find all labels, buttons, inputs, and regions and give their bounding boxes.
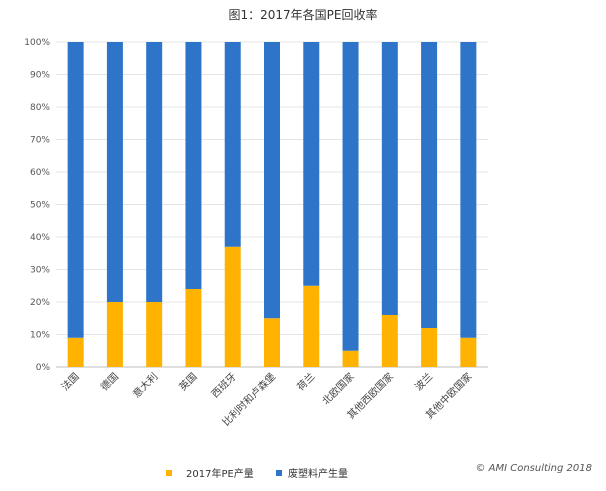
bar-segment-waste-plastic	[381, 42, 398, 315]
x-category-label: 西班牙	[209, 371, 239, 401]
bar-segment-pe-production	[106, 302, 123, 367]
legend-label-pe-production: 2017年PE产量	[186, 467, 254, 480]
bar-segment-pe-production	[185, 289, 202, 367]
bar-segment-waste-plastic	[146, 42, 163, 302]
bar-segment-waste-plastic	[224, 42, 241, 247]
bar-segment-pe-production	[146, 302, 163, 367]
bar-segment-waste-plastic	[421, 42, 438, 328]
y-axis-tick-labels: 0% 10% 20% 30% 40% 50% 60% 70% 80% 90% 100%	[24, 38, 50, 373]
y-tick-label: 100%	[24, 38, 50, 48]
y-tick-label: 90%	[30, 71, 50, 81]
bar-segment-pe-production	[67, 337, 84, 367]
bar-segment-pe-production	[460, 337, 477, 367]
y-tick-label: 50%	[30, 201, 50, 211]
bar-segment-pe-production	[342, 350, 359, 367]
y-tick-label: 10%	[30, 331, 50, 341]
legend: 2017年PE产量 废塑料产生量	[166, 467, 348, 480]
y-tick-label: 20%	[30, 298, 50, 308]
bar-segment-waste-plastic	[264, 42, 280, 319]
y-tick-label: 80%	[30, 103, 50, 113]
legend-swatch-waste-plastic	[276, 470, 282, 476]
chart-title: 图1：2017年各国PE回收率	[228, 8, 378, 22]
copyright-text: © AMI Consulting 2018	[475, 463, 592, 474]
x-category-label: 北欧国家	[319, 370, 356, 407]
bar-segment-waste-plastic	[106, 42, 123, 302]
y-tick-label: 0%	[36, 363, 51, 373]
x-category-label: 英国	[176, 370, 199, 393]
bar-segment-pe-production	[224, 246, 241, 367]
legend-swatch-pe-production	[166, 470, 172, 476]
bar-segment-pe-production	[421, 328, 438, 367]
legend-label-waste-plastic: 废塑料产生量	[288, 467, 348, 480]
x-category-label: 意大利	[130, 370, 160, 400]
y-tick-label: 30%	[30, 266, 50, 276]
bar-segment-pe-production	[381, 315, 398, 367]
bar-segment-pe-production	[264, 318, 280, 367]
x-category-label: 波兰	[412, 370, 435, 393]
bar-segment-waste-plastic	[303, 42, 320, 286]
bar-segment-waste-plastic	[460, 42, 477, 338]
bars	[67, 42, 477, 367]
x-category-label: 法国	[58, 370, 81, 393]
bar-segment-waste-plastic	[185, 42, 202, 289]
bar-segment-waste-plastic	[67, 42, 84, 338]
y-tick-label: 40%	[30, 233, 50, 243]
x-category-label: 德国	[98, 370, 121, 393]
bar-segment-waste-plastic	[342, 42, 359, 351]
y-tick-label: 60%	[30, 168, 50, 178]
bar-segment-pe-production	[303, 285, 320, 367]
y-tick-label: 70%	[30, 136, 50, 146]
x-category-label: 荷兰	[294, 370, 317, 393]
